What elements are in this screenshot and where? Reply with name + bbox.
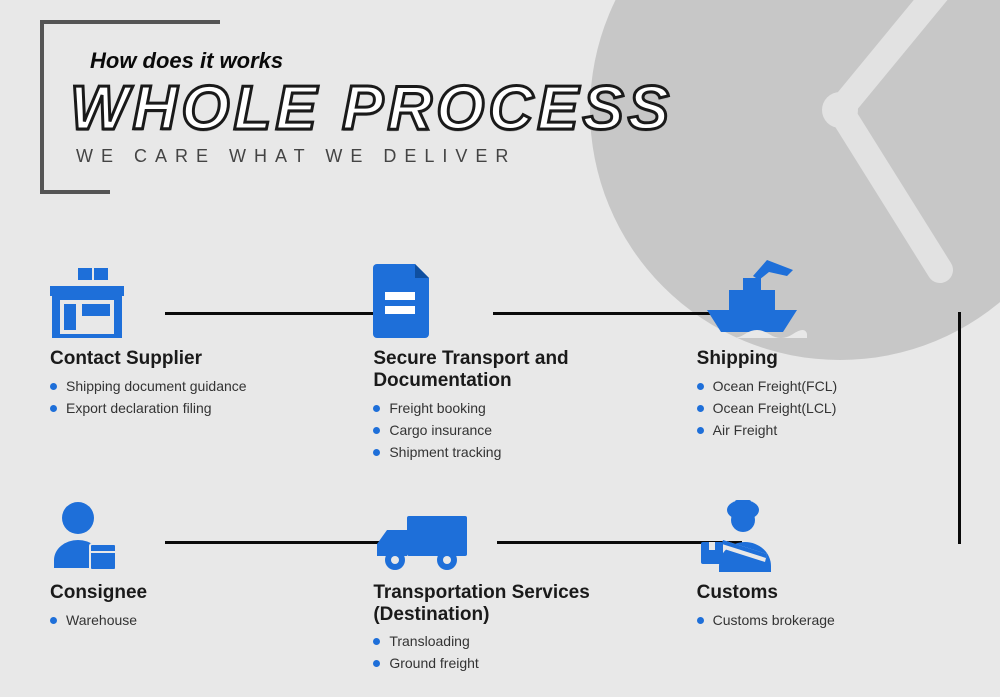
step-item: Air Freight [697, 422, 960, 438]
step-item: Cargo insurance [373, 422, 636, 438]
step-item: Ocean Freight(FCL) [697, 378, 960, 394]
step-item: Ground freight [373, 655, 636, 671]
step-items: Ocean Freight(FCL) Ocean Freight(LCL) Ai… [697, 378, 960, 438]
step-title: Customs [697, 582, 960, 604]
ship-plane-icon [697, 260, 960, 338]
step-title: Shipping [697, 348, 960, 370]
step-item: Ocean Freight(LCL) [697, 400, 960, 416]
step-title: Contact Supplier [50, 348, 313, 370]
truck-icon [373, 494, 636, 572]
process-grid: Contact Supplier Shipping document guida… [50, 260, 960, 677]
header-kicker: How does it works [90, 48, 673, 74]
customs-officer-icon [697, 494, 960, 572]
header-border [40, 20, 44, 190]
header-title: WHOLE PROCESS [70, 78, 673, 140]
step-items: Warehouse [50, 612, 313, 628]
step-item: Warehouse [50, 612, 313, 628]
step-title: Transportation Services (Destination) [373, 582, 636, 626]
header-border [40, 190, 110, 194]
step-items: Freight booking Cargo insurance Shipment… [373, 400, 636, 460]
step-contact-supplier: Contact Supplier Shipping document guida… [50, 260, 313, 466]
step-consignee: Consignee Warehouse [50, 494, 313, 678]
header-border [40, 20, 220, 24]
document-icon [373, 260, 636, 338]
step-items: Shipping document guidance Export declar… [50, 378, 313, 416]
step-secure-transport: Secure Transport and Documentation Freig… [373, 260, 636, 466]
step-item: Shipping document guidance [50, 378, 313, 394]
step-items: Transloading Ground freight [373, 633, 636, 671]
step-item: Export declaration filing [50, 400, 313, 416]
step-item: Transloading [373, 633, 636, 649]
step-items: Customs brokerage [697, 612, 960, 628]
step-shipping: Shipping Ocean Freight(FCL) Ocean Freigh… [697, 260, 960, 466]
step-item: Customs brokerage [697, 612, 960, 628]
person-box-icon [50, 494, 313, 572]
step-customs: Customs Customs brokerage [697, 494, 960, 678]
step-title: Consignee [50, 582, 313, 604]
warehouse-icon [50, 260, 313, 338]
step-title: Secure Transport and Documentation [373, 348, 636, 392]
step-item: Shipment tracking [373, 444, 636, 460]
step-item: Freight booking [373, 400, 636, 416]
header-subtitle: WE CARE WHAT WE DELIVER [76, 146, 673, 167]
step-transport-dest: Transportation Services (Destination) Tr… [373, 494, 636, 678]
header-block: How does it works WHOLE PROCESS WE CARE … [40, 20, 703, 185]
